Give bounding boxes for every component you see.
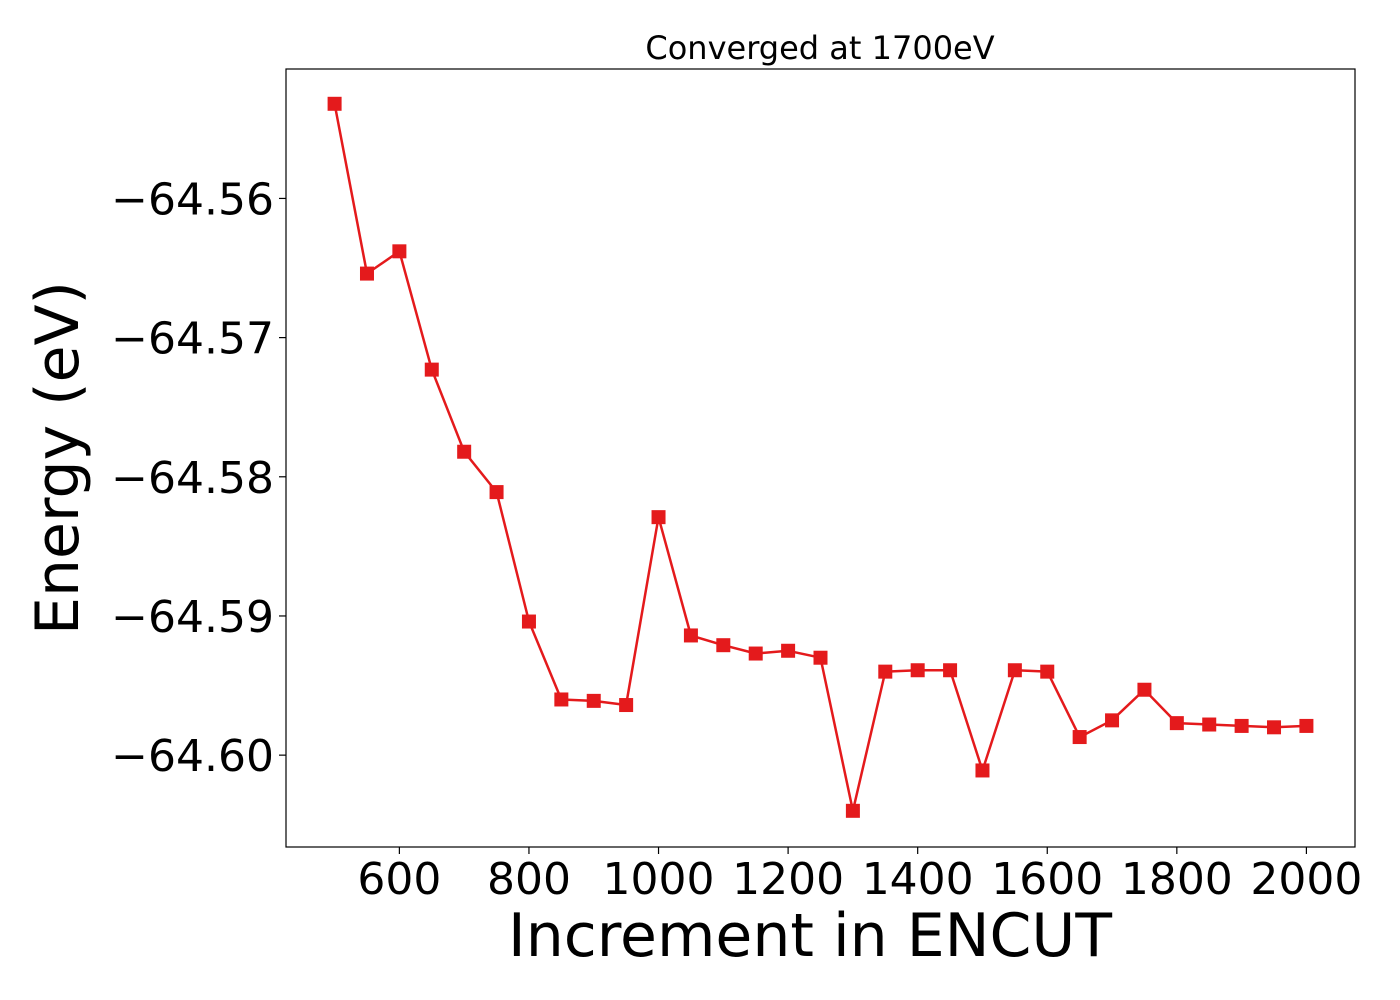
data-point (392, 244, 407, 259)
data-point (1105, 713, 1120, 728)
data-point (910, 663, 925, 678)
data-point (457, 444, 472, 459)
y-tick-label: −64.59 (111, 592, 274, 643)
data-point (521, 614, 536, 629)
data-point (975, 763, 990, 778)
series-line (333, 103, 1307, 813)
data-point (1169, 716, 1184, 731)
data-point (1267, 720, 1282, 735)
x-tick-label: 2000 (1250, 854, 1362, 905)
data-point (716, 638, 731, 653)
data-point (683, 628, 698, 643)
x-axis-label: Increment in ENCUT (508, 901, 1112, 971)
data-point (878, 664, 893, 679)
data-point (619, 698, 634, 713)
y-tick-label: −64.57 (111, 314, 274, 365)
data-point (1234, 718, 1249, 733)
data-point (359, 266, 374, 281)
data-point (1299, 718, 1314, 733)
y-tick-label: −64.58 (111, 453, 274, 504)
x-tick-label: 600 (357, 854, 441, 905)
x-tick-label: 1800 (1121, 854, 1233, 905)
data-point (651, 510, 666, 525)
data-point (489, 485, 504, 500)
x-tick-label: 1200 (732, 854, 844, 905)
data-point (781, 643, 796, 658)
data-point (813, 650, 828, 665)
data-point (1137, 682, 1152, 697)
x-tick-label: 1000 (603, 854, 715, 905)
x-tick-label: 800 (487, 854, 571, 905)
data-point (424, 362, 439, 377)
data-point (1072, 730, 1087, 745)
x-axis: 600 800 1000 1200 1400 1600 1800 2000 (357, 847, 1362, 905)
data-point (845, 803, 860, 818)
chart-title: Converged at 1700eV (645, 29, 994, 67)
data-point (748, 646, 763, 661)
plot-frame (285, 68, 1356, 848)
x-tick-label: 1600 (991, 854, 1103, 905)
data-point (1202, 717, 1217, 732)
data-point (327, 96, 342, 111)
y-axis: −64.56 −64.57 −64.58 −64.59 −64.60 (111, 174, 286, 782)
x-tick-label: 1400 (862, 854, 974, 905)
y-axis-label: Energy (eV) (23, 281, 93, 635)
data-point (1007, 663, 1022, 678)
series-layer (327, 96, 1314, 818)
data-point (943, 663, 958, 678)
data-point (586, 693, 601, 708)
data-point (1040, 664, 1055, 679)
data-point (554, 692, 569, 707)
y-tick-label: −64.56 (111, 174, 274, 225)
y-tick-label: −64.60 (111, 731, 274, 782)
